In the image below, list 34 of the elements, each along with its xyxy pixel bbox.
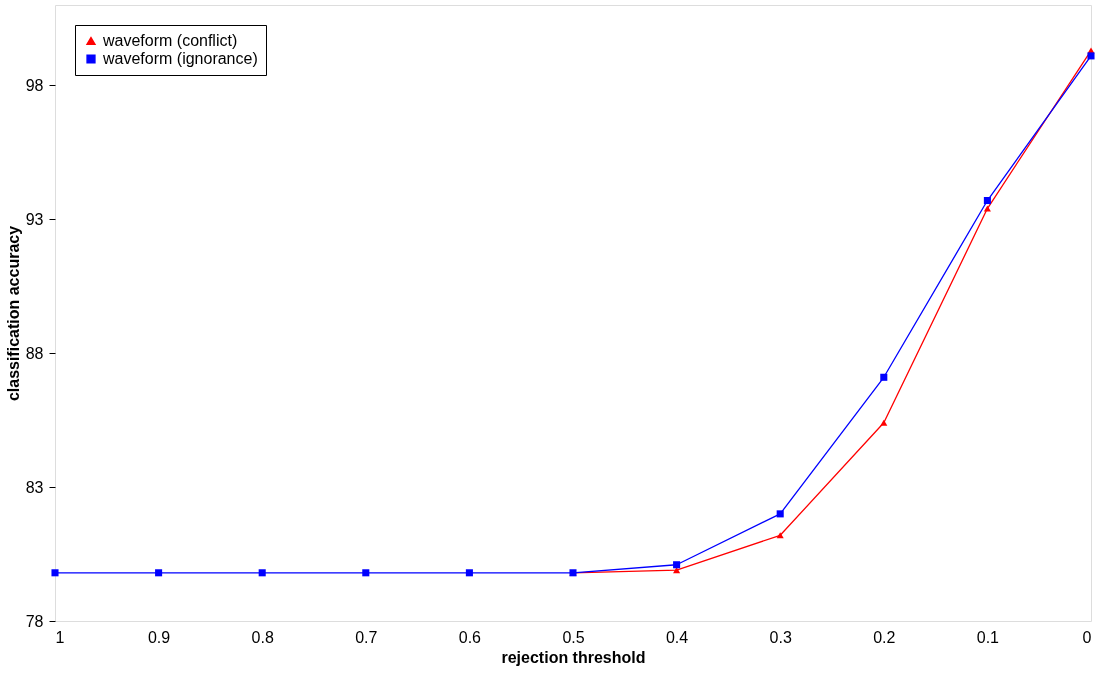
point <box>155 569 163 577</box>
x-tick-label: 0.6 <box>458 628 482 646</box>
point <box>776 510 784 518</box>
point <box>880 419 888 426</box>
x-tick-label: 0.7 <box>355 628 378 646</box>
y-tick-label: 98 <box>25 76 44 94</box>
x-tick-label: 0.2 <box>873 628 896 646</box>
point <box>983 205 991 212</box>
point <box>362 569 370 577</box>
y-tick-label: 88 <box>25 344 44 362</box>
y-tick-label: 93 <box>25 210 44 228</box>
point <box>1087 52 1095 60</box>
x-tick-label: 0.3 <box>769 628 792 646</box>
point <box>776 532 784 539</box>
x-axis-title: rejection threshold <box>501 648 646 666</box>
point <box>51 569 59 577</box>
legend-label: waveform (ignorance) <box>102 50 258 67</box>
y-axis-title: classification accuracy <box>4 225 22 402</box>
point <box>983 196 991 205</box>
x-tick-label: 0.9 <box>147 628 171 646</box>
point <box>258 569 266 577</box>
x-tick-label: 0 <box>1082 628 1092 646</box>
x-tick-label: 0.5 <box>562 628 585 646</box>
y-tick-label: 83 <box>25 478 44 496</box>
x-tick-label: 1 <box>55 628 65 646</box>
point <box>673 561 681 569</box>
point <box>673 567 681 574</box>
y-tick-label: 78 <box>25 612 44 630</box>
point <box>465 569 473 577</box>
x-tick-label: 0.1 <box>976 628 1000 646</box>
legend-label: waveform (conflict) <box>102 32 238 49</box>
x-tick-label: 0.8 <box>251 628 274 646</box>
point <box>880 373 888 381</box>
x-tick-label: 0.4 <box>665 628 689 646</box>
